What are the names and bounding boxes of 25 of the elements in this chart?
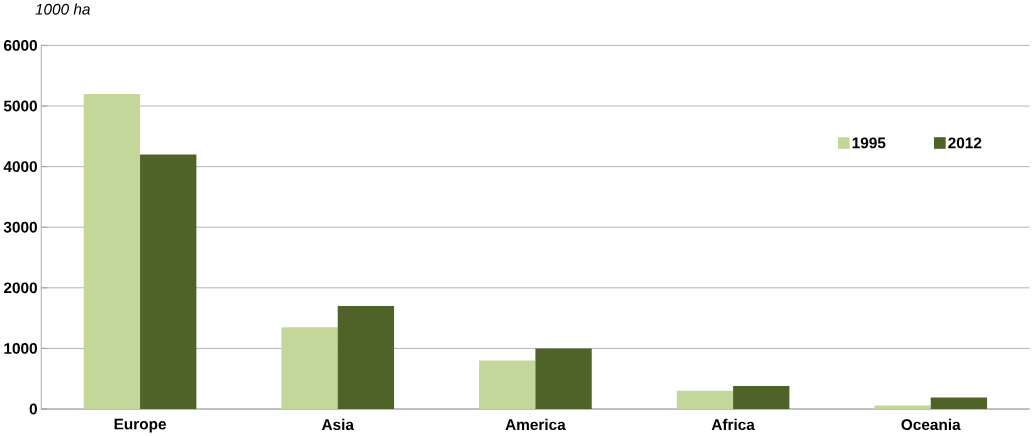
bar [676, 390, 734, 410]
y-tick-label: 4000 [3, 161, 37, 173]
bar [535, 348, 592, 410]
y-tick-label: 3000 [3, 221, 37, 233]
x-tick-label: Asia [321, 418, 355, 431]
y-tick-label: 1000 [4, 342, 37, 354]
bar [281, 327, 338, 410]
y-axis-title: 1000 ha [35, 3, 90, 15]
x-tick-label: Europe [114, 418, 166, 433]
bar [337, 306, 395, 410]
y-tick-label: 0 [29, 403, 37, 415]
legend-label: 1995 [852, 137, 886, 149]
bar [140, 154, 197, 410]
bar [930, 397, 988, 410]
y-tick-label: 6000 [3, 39, 37, 51]
x-tick-label: America [505, 418, 566, 431]
y-tick-label: 2000 [3, 282, 37, 294]
bar [874, 405, 931, 410]
bar [733, 386, 790, 410]
x-tick-label: Oceania [901, 418, 961, 431]
bar [83, 93, 141, 410]
y-tick-label: 5000 [3, 100, 37, 112]
x-tick-label: Africa [711, 418, 755, 431]
bar [479, 360, 536, 410]
legend-label: 2012 [948, 137, 982, 149]
